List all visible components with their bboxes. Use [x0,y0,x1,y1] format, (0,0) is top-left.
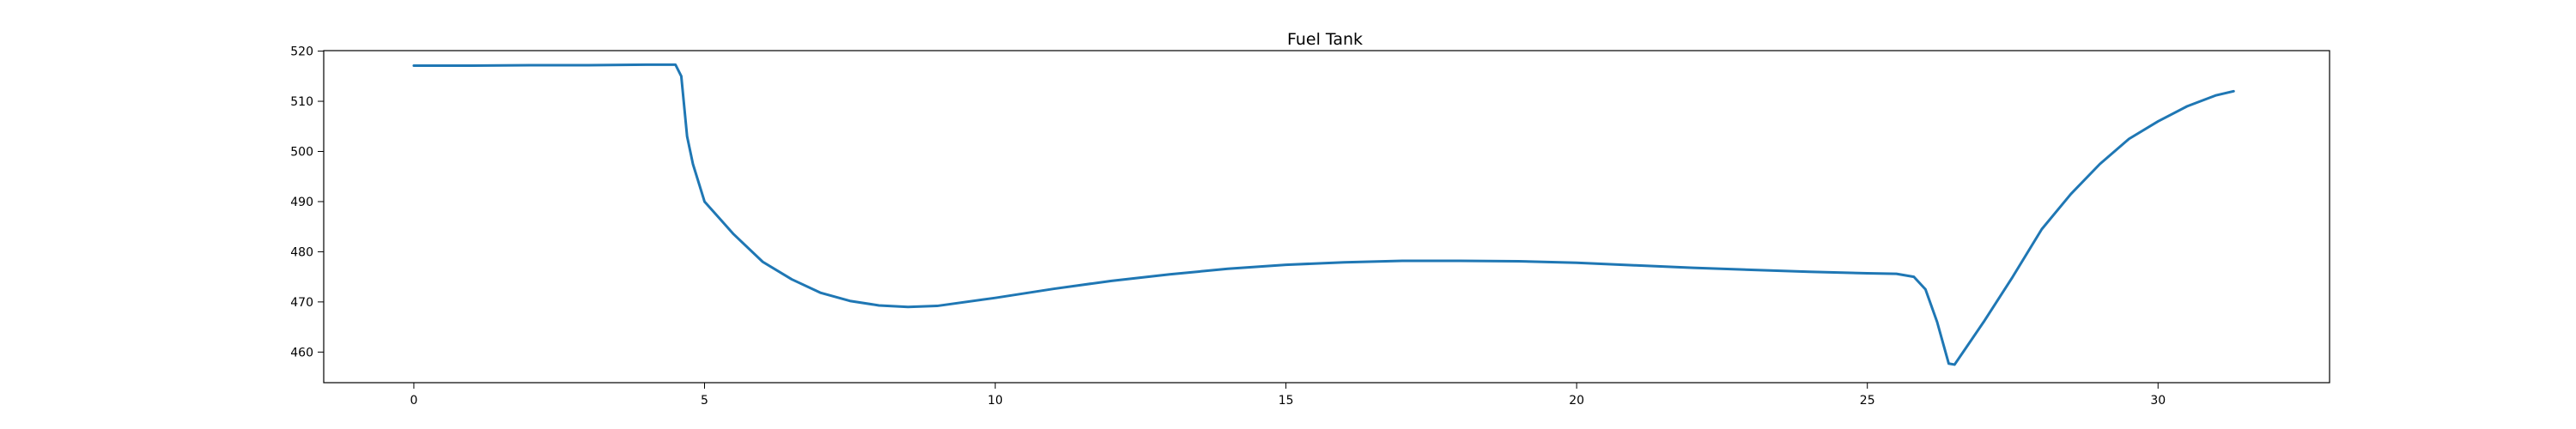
chart-title: Fuel Tank [1287,30,1363,49]
y-tick-label: 460 [290,346,313,360]
y-tick-label: 510 [290,95,313,109]
x-tick-label: 0 [410,394,417,408]
y-tick-label: 520 [290,45,313,59]
y-tick-label: 480 [290,245,313,259]
y-tick-label: 490 [290,196,313,209]
y-tick-label: 500 [290,146,313,160]
x-tick-label: 25 [1860,394,1875,408]
series-line-1 [412,63,2235,366]
x-tick-label: 30 [2150,394,2166,408]
x-tick-label: 20 [1569,394,1584,408]
x-tick-label: 10 [987,394,1003,408]
axes-frame [323,50,2330,384]
y-tick-label: 470 [290,296,313,310]
x-tick-label: 15 [1279,394,1294,408]
x-tick-label: 5 [701,394,708,408]
